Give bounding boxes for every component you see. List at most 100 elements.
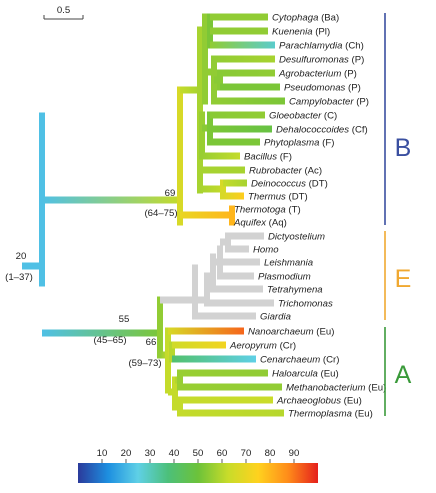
tree-branches — [22, 13, 285, 417]
branch-phytoplasma — [210, 138, 260, 146]
colorbar-bar — [78, 463, 318, 483]
taxon-name: Nanoarchaeum — [248, 327, 314, 338]
crenarchaea-node — [169, 341, 175, 363]
branch-nanoarchaeum — [168, 327, 244, 335]
taxon-label: Cenarchaeum (Cr) — [260, 355, 339, 366]
taxon-label: Dehalococcoides (Cf) — [276, 125, 368, 136]
aquifex-thermotoga-stem — [180, 211, 232, 219]
taxon-name: Campylobacter — [289, 97, 354, 108]
branch-tetrahymena — [213, 285, 263, 293]
taxon-name: Giardia — [260, 312, 291, 323]
group-label-B: B — [395, 134, 412, 162]
taxon-name: Archaeoglobus — [276, 396, 341, 407]
taxon-name: Gloeobacter — [269, 111, 322, 122]
taxon-name: Phytoplasma — [264, 138, 319, 149]
taxon-name: Deinococcus — [251, 179, 306, 190]
archaea-eukarya-node — [157, 296, 163, 359]
colorbar-tick-label: 90 — [289, 448, 300, 459]
branch-agrobacterium — [220, 69, 275, 77]
branch-gloeobacter — [210, 111, 265, 119]
colorbar-tick-label: 60 — [217, 448, 228, 459]
taxon-label: Bacillus (F) — [244, 152, 292, 163]
taxon-label: Tetrahymena — [267, 285, 323, 296]
taxon-code: (Eu) — [314, 327, 335, 338]
taxon-name: Bacillus — [244, 152, 277, 163]
branch-haloarcula — [180, 369, 268, 377]
scale-bar: 0.5 — [43, 5, 84, 20]
taxon-label: Nanoarchaeum (Eu) — [248, 327, 334, 338]
scale-bar-label: 0.5 — [57, 5, 70, 16]
domain-groups: B E A — [384, 13, 412, 416]
taxon-code: (Ba) — [318, 13, 339, 24]
branch-trichomonas — [207, 299, 274, 307]
taxon-code: (F) — [319, 138, 334, 149]
eukarya-crown-node-d — [225, 232, 231, 253]
taxon-label: Haloarcula (Eu) — [272, 369, 339, 380]
branch-aquifex — [232, 218, 233, 226]
taxon-code: (C) — [321, 111, 337, 122]
taxon-label: Leishmania — [264, 258, 313, 269]
taxon-code: (Pl) — [313, 27, 331, 38]
taxon-label: Aeropyrum (Cr) — [229, 341, 296, 352]
taxon-code: (Ch) — [342, 41, 363, 52]
taxon-code: (Aq) — [266, 218, 287, 229]
taxon-name: Agrobacterium — [278, 69, 341, 80]
taxon-label: Phytoplasma (F) — [264, 138, 334, 149]
taxon-label: Methanobacterium (Eu) — [286, 383, 386, 394]
eukarya-crown-stem-c — [213, 258, 220, 266]
branch-kuenenia — [210, 27, 268, 35]
colorbar-tick-label: 50 — [193, 448, 204, 459]
taxon-name: Haloarcula — [272, 369, 318, 380]
firmicutes-cyano-node — [199, 111, 205, 160]
taxon-label: Desulfuromonas (P) — [279, 55, 364, 66]
group-label-A: A — [395, 361, 412, 389]
node-range-archaea: (59–73) — [128, 358, 161, 369]
branch-giardia — [195, 312, 256, 320]
taxon-code: (DT) — [306, 179, 328, 190]
taxon-code: (Eu) — [318, 369, 339, 380]
taxon-label: Deinococcus (DT) — [251, 179, 328, 190]
branch-thermus — [223, 192, 244, 200]
branch-homo — [228, 245, 249, 253]
taxon-label: Thermus (DT) — [248, 192, 308, 203]
taxon-code: (P) — [345, 83, 360, 94]
branch-leishmania — [220, 258, 260, 266]
taxon-label: Dictyostelium — [268, 232, 325, 243]
branch-cenarchaeum — [172, 355, 256, 363]
branch-pseudomonas — [220, 83, 280, 91]
taxon-code: (Ac) — [302, 166, 322, 177]
proteo-stem — [205, 68, 214, 76]
archaea-node — [165, 327, 171, 394]
branch-rubrobacter — [200, 166, 245, 174]
branch-thermotoga — [232, 205, 233, 213]
bacteria-node — [177, 86, 183, 226]
taxon-name: Methanobacterium — [286, 383, 365, 394]
branch-desulfuromonas — [214, 55, 275, 63]
taxon-name: Pseudomonas — [284, 83, 346, 94]
branch-cytophaga — [210, 13, 268, 21]
taxon-code: (P) — [354, 97, 369, 108]
taxon-name: Plasmodium — [258, 272, 311, 283]
taxon-name: Thermus — [248, 192, 286, 203]
branch-campylobacter — [214, 97, 285, 105]
taxon-code: (F) — [277, 152, 292, 163]
node-range-bacteria: (64–75) — [144, 208, 177, 219]
node-support-archaea_eukarya: 55 — [119, 314, 130, 325]
taxon-name: Kuenenia — [272, 27, 313, 38]
taxon-name: Trichomonas — [278, 299, 333, 310]
taxon-label: Plasmodium — [258, 272, 311, 283]
branch-deinococcus — [223, 179, 247, 187]
taxon-label: Trichomonas — [278, 299, 333, 310]
taxon-code: (T) — [286, 205, 301, 216]
bacteria-crown-node — [197, 26, 203, 194]
taxon-label: Gloeobacter (C) — [269, 111, 337, 122]
colorbar-tick-label: 30 — [145, 448, 156, 459]
eukarya-crown-node-b — [210, 253, 216, 293]
cyano-chloro-stem — [202, 124, 210, 132]
taxon-code: (Eu) — [365, 383, 386, 394]
deinococcus-thermus-node — [220, 179, 226, 200]
eukarya-crown-node-a — [204, 272, 210, 307]
proteo-pvc-node — [202, 13, 208, 105]
taxon-label: Thermoplasma (Eu) — [288, 409, 373, 420]
